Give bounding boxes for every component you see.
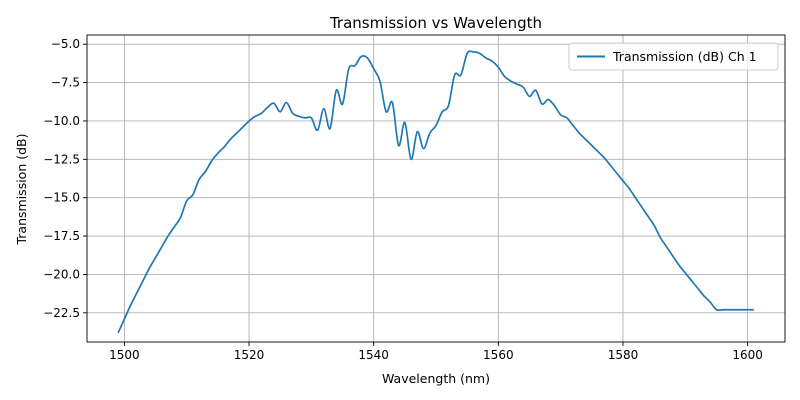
legend: Transmission (dB) Ch 1 [568,42,779,71]
x-tick-label: 1600 [732,348,763,362]
x-tick-label: 1520 [234,348,265,362]
y-tick-label: −10.0 [43,114,80,128]
legend-label: Transmission (dB) Ch 1 [612,49,757,64]
chart-title: Transmission vs Wavelength [329,14,542,32]
y-tick-label: −22.5 [43,306,80,320]
y-tick-label: −12.5 [43,152,80,166]
x-axis-label: Wavelength (nm) [382,371,490,386]
y-tick-label: −20.0 [43,267,80,281]
grid-layer [87,35,785,342]
y-tick-label: −17.5 [43,229,80,243]
x-tick-label: 1540 [358,348,389,362]
series-line [117,50,754,334]
ticks-layer: 1500 1520 1540 1560 1580 1600 −22.5 −20.0 −17.5 −… [43,37,763,362]
x-tick-label: 1560 [483,348,514,362]
x-tick-label: 1500 [109,348,140,362]
x-tick-label: 1580 [608,348,639,362]
series-layer [117,50,754,334]
y-axis-label: Transmission (dB) [14,134,29,246]
y-tick-label: −5.0 [51,37,80,51]
y-tick-label: −15.0 [43,191,80,205]
legend-box [568,42,779,71]
y-tick-label: −7.5 [51,76,80,90]
plot-frame [86,34,786,343]
